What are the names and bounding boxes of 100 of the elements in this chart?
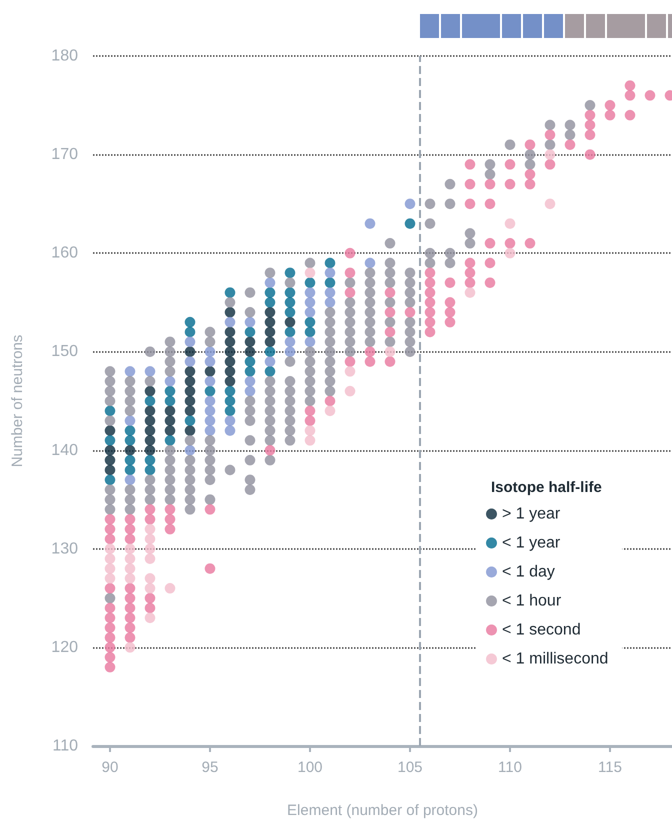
point [184, 386, 196, 396]
point [144, 583, 156, 594]
point [284, 316, 296, 328]
legend-label: < 1 year [502, 534, 561, 552]
legend-label: < 1 day [502, 564, 555, 580]
point [144, 454, 156, 466]
x-tick-label: 95 [202, 759, 218, 776]
point [364, 258, 376, 268]
point [204, 386, 216, 396]
point [304, 425, 316, 436]
x-tick-label: 90 [102, 759, 118, 776]
point [144, 573, 156, 584]
point [304, 316, 316, 328]
point [244, 386, 256, 396]
point [184, 366, 196, 377]
point [504, 218, 516, 229]
point [144, 524, 156, 534]
legend-label: < 1 millisecond [502, 650, 608, 668]
point [224, 406, 236, 416]
y-tick-label: 120 [51, 638, 78, 656]
point [164, 406, 176, 416]
point [244, 316, 256, 328]
point [304, 268, 316, 278]
point [184, 326, 196, 338]
point [144, 415, 156, 426]
point [184, 406, 196, 416]
legend-title: Isotope half-life [491, 479, 602, 496]
y-tick-label: 130 [51, 540, 78, 558]
point [324, 268, 336, 278]
point [464, 287, 476, 298]
x-axis-title: Element (number of protons) [287, 802, 478, 819]
point [124, 563, 136, 574]
point [264, 336, 276, 348]
point [304, 326, 316, 338]
point [304, 277, 316, 288]
point [144, 445, 156, 456]
point [144, 406, 156, 416]
x-tick-label: 105 [397, 759, 423, 776]
point [184, 445, 196, 456]
point [264, 297, 276, 308]
point [284, 268, 296, 278]
point [324, 297, 336, 308]
point [184, 396, 196, 406]
point [224, 346, 236, 357]
point [304, 435, 316, 446]
point [104, 445, 116, 456]
point [124, 544, 136, 554]
point [164, 386, 176, 396]
point [204, 356, 216, 367]
point [224, 366, 236, 377]
point [184, 356, 196, 367]
point [284, 297, 296, 308]
point [124, 573, 136, 584]
point [204, 366, 216, 377]
point [224, 336, 236, 348]
point [104, 464, 116, 476]
point [144, 534, 156, 544]
point [144, 366, 156, 377]
point [224, 425, 236, 436]
point [244, 356, 256, 367]
point [144, 553, 156, 564]
point [124, 415, 136, 426]
point [244, 326, 256, 338]
point [224, 386, 236, 396]
point [364, 218, 376, 229]
point [244, 346, 256, 357]
point [164, 396, 176, 406]
point [204, 415, 216, 426]
point [204, 346, 216, 357]
point [264, 356, 276, 367]
point [144, 396, 156, 406]
point [164, 583, 176, 594]
point [244, 366, 256, 377]
point [204, 406, 216, 416]
point [204, 376, 216, 387]
point [124, 474, 136, 486]
y-axis-title: Number of neutrons [9, 334, 26, 468]
point [144, 544, 156, 554]
point [264, 366, 276, 377]
point [324, 258, 336, 268]
point [184, 346, 196, 357]
point [264, 326, 276, 338]
point [224, 287, 236, 298]
point [344, 386, 356, 396]
point [504, 248, 516, 258]
point [204, 396, 216, 406]
point [184, 425, 196, 436]
y-tick-label: 140 [51, 442, 78, 459]
x-tick-label: 100 [297, 759, 323, 776]
point [124, 366, 136, 377]
point [264, 346, 276, 357]
point [324, 406, 336, 416]
point [104, 474, 116, 486]
x-tick-label: 115 [598, 759, 622, 776]
point [224, 326, 236, 338]
point [304, 336, 316, 348]
point [184, 376, 196, 387]
point [284, 346, 296, 357]
point [384, 346, 396, 357]
y-tick-label: 150 [51, 343, 78, 360]
